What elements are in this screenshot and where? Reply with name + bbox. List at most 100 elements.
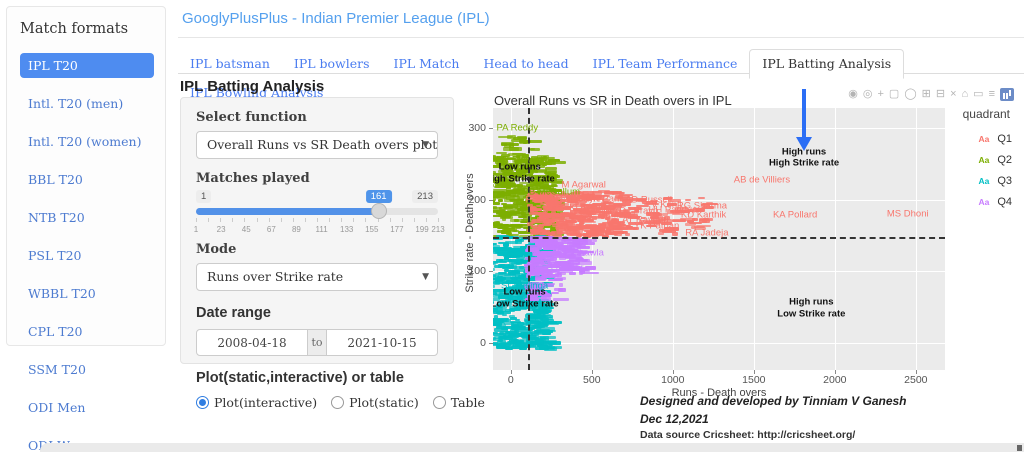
scatter-cluster-mark [694, 226, 707, 231]
scatter-cluster-mark [647, 222, 661, 225]
tab-ipl-bowlers[interactable]: IPL bowlers [293, 56, 370, 71]
scatter-cluster-mark [502, 266, 513, 270]
scatter-cluster-mark [560, 191, 566, 195]
mode-dropdown[interactable]: Runs over Strike rate ▼ [196, 263, 438, 291]
scatter-cluster-mark [534, 242, 551, 247]
radio-circle-icon[interactable] [432, 396, 446, 409]
scatter-cluster-mark [493, 331, 498, 335]
gridline [493, 199, 945, 201]
select-function-dropdown[interactable]: Overall Runs vs SR Death overs plot ▼ [196, 131, 438, 159]
plot-credit: Designed and developed by Tinniam V Gane… [640, 394, 907, 408]
scatter-cluster-mark [534, 266, 548, 271]
scatter-cluster-mark [493, 164, 502, 168]
scatter-cluster-mark [499, 258, 504, 263]
sidebar-item-ipl-t20[interactable]: IPL T20 [20, 53, 154, 78]
tab-head-to-head[interactable]: Head to head [483, 56, 569, 71]
scatter-cluster-mark [581, 241, 595, 246]
tab-ipl-bowling-analysis[interactable]: IPL Bowling Analysis [190, 85, 324, 100]
scatter-cluster-mark [541, 303, 552, 306]
zoom-out-icon[interactable]: ⊟ [935, 88, 946, 100]
scatter-cluster-mark [571, 252, 585, 256]
scatter-cluster-mark [578, 222, 585, 225]
sidebar-item-psl-t20[interactable]: PSL T20 [28, 248, 82, 263]
matches-played-slider[interactable]: 1 213 161 1 23 45 67 89 111 133 155 177 199 213 [194, 190, 445, 242]
player-label-ad-russell: AD Russell [625, 194, 673, 206]
scatter-cluster-mark [561, 269, 574, 273]
scatter-cluster-mark [515, 274, 532, 278]
y-axis-title: Strike rate - Death overs [464, 173, 476, 293]
date-from-input[interactable] [196, 329, 308, 356]
scatter-cluster-mark [522, 154, 530, 158]
sidebar-item-ntb-t20[interactable]: NTB T20 [28, 210, 85, 225]
scatter-cluster-mark [572, 238, 587, 242]
camera-icon[interactable]: ◉ [848, 88, 858, 100]
scatter-cluster-mark [591, 203, 598, 207]
scatter-cluster-mark [507, 142, 514, 147]
sidebar-item-bbl-t20[interactable]: BBL T20 [28, 172, 83, 187]
scatter-cluster-mark [493, 196, 500, 199]
pan-icon[interactable]: + [877, 88, 884, 100]
zoom-in-icon[interactable]: ⊞ [921, 88, 931, 100]
scatter-cluster-mark [537, 224, 545, 228]
scatter-cluster-mark [588, 216, 604, 220]
sidebar-item-cpl-t20[interactable]: CPL T20 [28, 324, 83, 339]
scatter-cluster-mark [531, 225, 541, 229]
scatter-cluster-mark [509, 192, 525, 196]
reset-axes-icon[interactable]: ⌂ [961, 88, 969, 100]
scatter-cluster-mark [658, 232, 664, 236]
scatter-cluster-mark [507, 135, 517, 139]
sidebar-item-ssm-t20[interactable]: SSM T20 [28, 362, 86, 377]
scatter-cluster-mark [531, 168, 547, 173]
slider-max-badge: 213 [412, 190, 438, 203]
sidebar-item-odi-men[interactable]: ODI Men [28, 400, 86, 415]
tab-ipl-batting-analysis[interactable]: IPL Batting Analysis [749, 49, 905, 79]
radio-plot-static-[interactable]: Plot(static) [331, 395, 419, 410]
scatter-cluster-mark [493, 242, 495, 247]
radio-plot-interactive-[interactable]: Plot(interactive) [196, 395, 317, 410]
scatter-cluster-mark [547, 251, 561, 255]
legend-entry-q4[interactable]: Aa Q4 [978, 196, 1012, 208]
sidebar-item-intl-t20-women-[interactable]: Intl. T20 (women) [28, 134, 142, 149]
box-select-icon[interactable]: ▢ [888, 88, 900, 100]
scatter-cluster-mark [498, 335, 507, 339]
sidebar-item-wbbl-t20[interactable]: WBBL T20 [28, 286, 96, 301]
scatter-cluster-mark [532, 254, 539, 258]
tab-ipl-match[interactable]: IPL Match [393, 56, 460, 71]
scatter-cluster-mark [528, 273, 540, 276]
scatter-cluster-mark [494, 315, 499, 319]
scatter-cluster-mark [595, 203, 601, 207]
legend-entry-q3[interactable]: Aa Q3 [978, 175, 1012, 187]
hover-compare-icon[interactable]: ≡ [988, 88, 995, 100]
scatter-cluster-mark [550, 291, 559, 295]
tab-ipl-team-performance[interactable]: IPL Team Performance [592, 56, 738, 71]
slider-handle[interactable] [370, 203, 387, 219]
scatter-cluster-mark [493, 248, 495, 251]
radio-table[interactable]: Table [432, 395, 485, 410]
zoom-icon[interactable]: ◎ [862, 88, 873, 100]
scatter-cluster-mark [493, 308, 503, 312]
scatter-cluster-mark [536, 230, 551, 235]
scatter-cluster-mark [493, 179, 498, 183]
lasso-icon[interactable]: ◯ [904, 88, 917, 100]
radio-circle-icon[interactable] [331, 396, 345, 409]
scatter-cluster-mark [499, 263, 506, 268]
date-to-input[interactable] [326, 329, 438, 356]
radio-circle-icon[interactable] [196, 396, 209, 409]
scatter-cluster-mark [519, 142, 530, 145]
scatter-cluster-mark [605, 232, 614, 235]
scatter-cluster-mark [515, 319, 520, 322]
scatter-cluster-mark [496, 181, 503, 185]
scatter-cluster-mark [547, 279, 557, 282]
autoscale-icon[interactable]: × [950, 88, 957, 100]
tab-ipl-batsman[interactable]: IPL batsman [190, 56, 270, 71]
scatter-cluster-mark [528, 174, 545, 179]
hover-closest-icon[interactable]: ▭ [973, 88, 984, 100]
legend-entry-q2[interactable]: Aa Q2 [978, 154, 1012, 166]
sidebar-item-intl-t20-men-[interactable]: Intl. T20 (men) [28, 96, 124, 111]
scatter-cluster-mark [502, 191, 513, 194]
scatter-cluster-mark [493, 214, 502, 217]
legend-entry-q1[interactable]: Aa Q1 [978, 133, 1012, 145]
plotly-logo-icon[interactable] [1000, 87, 1014, 101]
player-label-f-du-plessis: F du Plessis [525, 194, 578, 206]
scatter-cluster-mark [522, 213, 532, 218]
